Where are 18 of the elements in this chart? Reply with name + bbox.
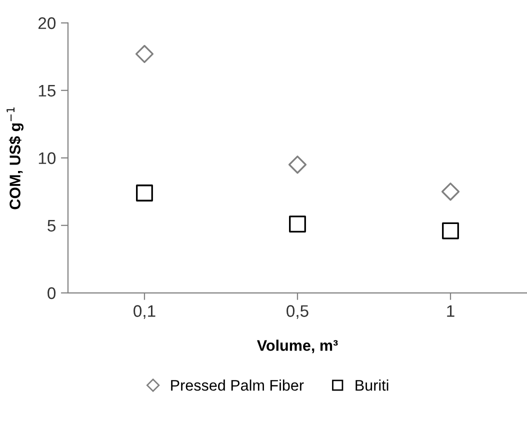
y-tick-label: 0 [48, 287, 56, 300]
y-tick-label: 20 [38, 17, 56, 30]
point [136, 184, 153, 202]
point [289, 216, 306, 233]
y-tick-label: 10 [38, 152, 56, 164]
legend-label: Buriti [356, 380, 388, 391]
x-tick-label: 0,1 [134, 305, 156, 319]
x-axis-title: Volume, m³ [256, 340, 338, 354]
point [288, 156, 307, 174]
point [441, 182, 460, 201]
point [442, 222, 459, 240]
point [135, 44, 154, 63]
x-tick-label: 0,5 [286, 305, 308, 319]
y-tick-label: 5 [48, 220, 56, 232]
y-axis-title: COM, US$ g$^{−1}$ [6, 107, 24, 210]
y-tick-label: 15 [38, 84, 56, 97]
x-tick-label: 1 [447, 305, 454, 317]
legend-label: Pressed Palm Fiber [171, 380, 304, 391]
